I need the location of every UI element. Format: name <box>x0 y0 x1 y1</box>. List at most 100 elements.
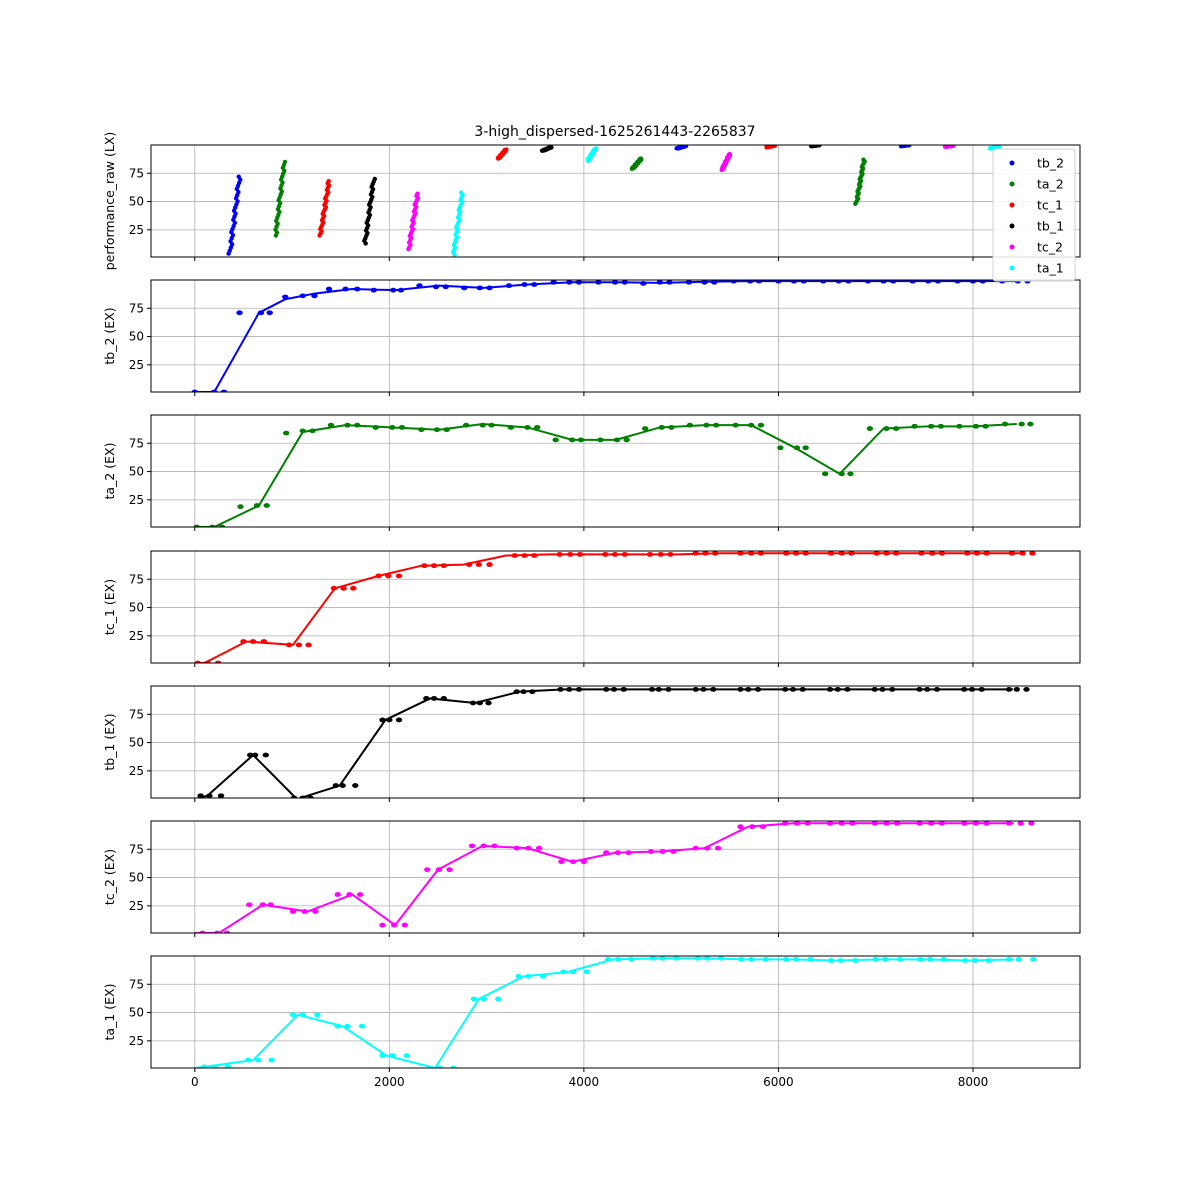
axes-frame <box>150 144 1081 258</box>
data-point <box>389 425 396 430</box>
panel-4: 25 50 75 tb_1 (EX) <box>102 685 1081 802</box>
data-point <box>566 686 573 692</box>
data-point <box>266 310 273 316</box>
y-tick-label: 50 <box>129 1006 144 1020</box>
data-point <box>659 956 666 961</box>
data-point <box>666 280 673 285</box>
data-point <box>421 563 428 569</box>
data-point <box>249 639 257 644</box>
raw-segment-tb_1 <box>362 176 378 246</box>
data-point <box>334 1023 341 1029</box>
data-point <box>480 843 487 849</box>
data-point <box>595 280 602 285</box>
data-point <box>983 551 990 556</box>
data-point <box>700 686 707 692</box>
y-tick-label: 25 <box>129 1034 144 1048</box>
data-point <box>247 752 254 758</box>
data-point <box>916 686 923 692</box>
data-point <box>937 423 945 429</box>
data-point <box>418 427 425 433</box>
data-point <box>283 430 290 436</box>
data-point <box>802 445 809 451</box>
legend-label-tb_2: tb_2 <box>1037 156 1064 171</box>
legend-label-ta_1: ta_1 <box>1037 261 1064 276</box>
data-point <box>925 280 932 284</box>
data-point <box>1028 821 1035 826</box>
data-point <box>826 686 834 692</box>
data-point <box>1013 686 1020 692</box>
data-point <box>485 700 492 706</box>
y-axis-label: tb_1 (EX) <box>102 713 117 770</box>
raw-segment-tc_2 <box>942 145 956 149</box>
data-point <box>194 660 201 663</box>
data-point <box>972 423 980 429</box>
data-point <box>934 280 942 284</box>
data-point <box>882 956 889 962</box>
data-point <box>479 422 486 428</box>
data-point <box>253 503 261 508</box>
data-point <box>918 551 925 556</box>
data-point <box>896 956 904 962</box>
data-point <box>254 1057 262 1063</box>
data-point <box>521 282 528 287</box>
data-point <box>777 445 784 451</box>
panel-data <box>193 421 1034 527</box>
data-point <box>552 437 559 443</box>
data-point <box>979 280 986 284</box>
data-point <box>835 280 842 284</box>
data-point <box>978 686 985 692</box>
data-point <box>350 585 357 591</box>
panel-data <box>194 551 1036 663</box>
raw-segment-tb_2 <box>898 145 912 149</box>
data-point <box>330 585 338 591</box>
panel-2: 25 50 75 ta_2 (EX) <box>102 414 1081 531</box>
data-point <box>475 562 483 567</box>
y-tick-label: 75 <box>129 572 144 586</box>
data-point <box>199 930 206 933</box>
data-point <box>847 471 854 477</box>
data-point <box>290 795 298 798</box>
data-point <box>783 956 790 962</box>
data-point <box>611 551 619 557</box>
data-point <box>476 700 483 706</box>
data-point <box>834 686 841 692</box>
data-point <box>513 689 520 695</box>
data-point <box>558 859 565 865</box>
data-point <box>569 437 576 443</box>
data-point <box>623 437 630 443</box>
raw-point <box>236 174 241 179</box>
data-point <box>692 686 699 692</box>
data-point <box>282 294 289 300</box>
data-point <box>710 686 717 692</box>
data-point <box>204 660 211 663</box>
y-tick-label: 25 <box>129 629 144 643</box>
panel-6: 25 50 75 0 2000 4000 6000 8000 ta_1 (EX) <box>102 955 1081 1089</box>
series-points-ta_2 <box>193 421 1034 527</box>
data-point <box>657 551 664 557</box>
axes-frame <box>150 955 1081 1069</box>
raw-segment-ta_1 <box>585 146 599 164</box>
data-point <box>201 1064 208 1068</box>
data-point <box>295 642 303 648</box>
data-point <box>799 686 806 692</box>
axes-frame <box>150 685 1081 799</box>
data-point <box>673 956 680 961</box>
data-point <box>432 284 440 290</box>
data-point <box>423 696 430 701</box>
data-point <box>909 280 916 284</box>
data-point <box>535 845 543 851</box>
data-point <box>792 551 800 556</box>
data-point <box>757 422 765 428</box>
data-point <box>346 892 353 897</box>
data-point <box>789 686 797 692</box>
raw-point <box>683 145 689 149</box>
data-point <box>872 956 879 962</box>
raw-segment-tc_2 <box>406 191 421 252</box>
y-tick-label: 50 <box>129 195 144 209</box>
raw-segment-tc_1 <box>495 147 509 161</box>
data-point <box>386 717 393 723</box>
series-points-tc_2 <box>199 821 1035 933</box>
data-point <box>1029 551 1036 556</box>
data-point <box>880 280 887 284</box>
data-point <box>299 293 306 299</box>
